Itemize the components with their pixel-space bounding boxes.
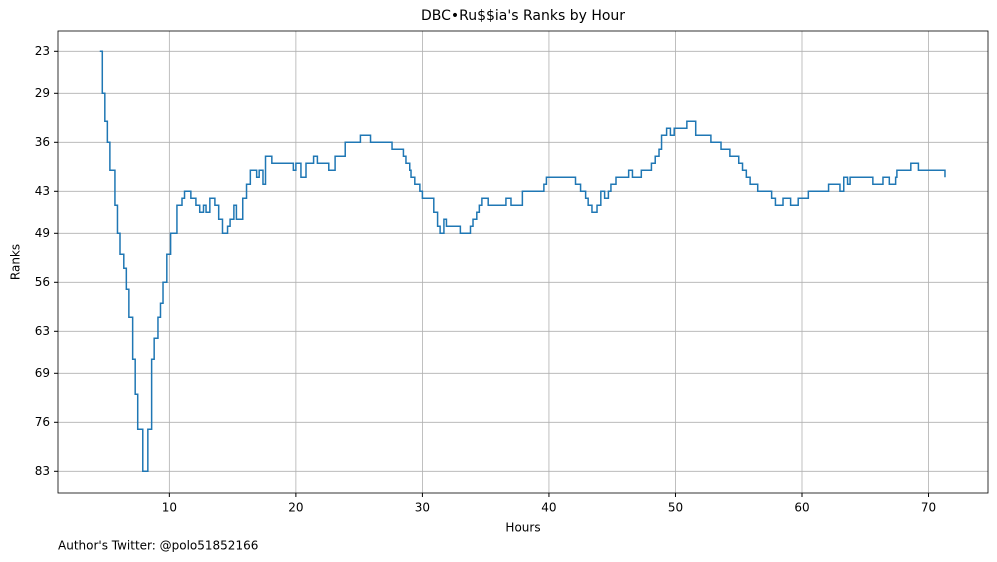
x-tick-label: 10 xyxy=(162,501,177,515)
y-tick-label: 43 xyxy=(35,184,50,198)
x-tick-label: 30 xyxy=(415,501,430,515)
x-axis-label: Hours xyxy=(505,521,540,535)
plot-frame xyxy=(57,30,989,494)
y-tick-label: 49 xyxy=(35,226,50,240)
y-tick-label: 63 xyxy=(35,324,50,338)
x-tick-label: 50 xyxy=(668,501,683,515)
y-tick-label: 83 xyxy=(35,464,50,478)
x-tick-label: 20 xyxy=(288,501,303,515)
y-tick-label: 76 xyxy=(35,415,50,429)
chart-title: DBC•Ru$$ia's Ranks by Hour xyxy=(421,8,625,24)
rank-line xyxy=(99,50,946,473)
x-tick-label: 70 xyxy=(921,501,936,515)
y-axis-label: Ranks xyxy=(9,244,23,280)
y-tick-label: 29 xyxy=(35,86,50,100)
y-tick-label: 56 xyxy=(35,275,50,289)
y-tick-label: 23 xyxy=(35,44,50,58)
y-tick-label: 69 xyxy=(35,366,50,380)
y-tick-label: 36 xyxy=(35,135,50,149)
footer: Author's Twitter: @polo51852166 xyxy=(58,539,258,553)
x-tick-label: 60 xyxy=(794,501,809,515)
x-tick-label: 40 xyxy=(541,501,556,515)
